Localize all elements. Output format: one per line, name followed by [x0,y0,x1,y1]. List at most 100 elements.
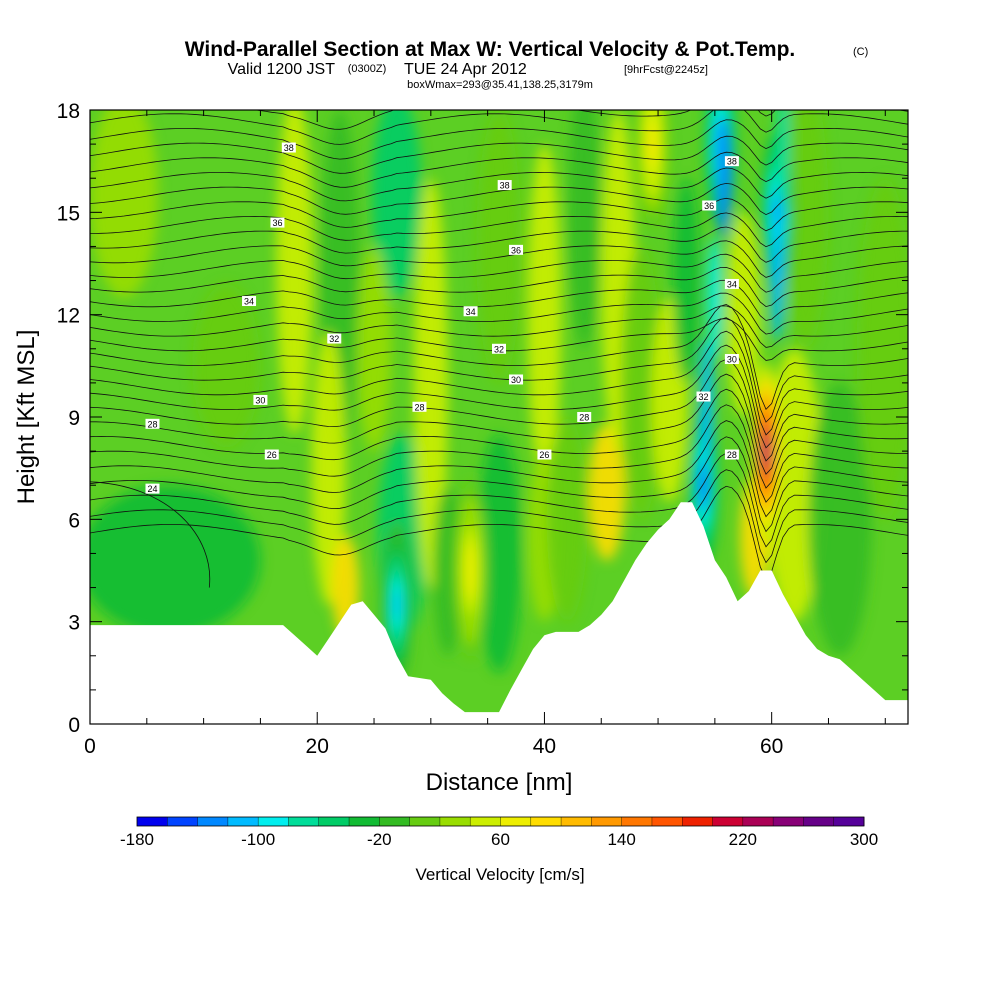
y-tick-label: 3 [68,612,80,635]
svg-text:34: 34 [727,279,737,289]
colorbar-swatch [742,817,774,826]
isentrope-label: 28 [724,449,739,460]
isentrope-label: 26 [537,449,552,460]
colorbar-swatch [349,817,380,826]
colorbar-swatch [500,817,532,826]
colorbar-tick-label: 300 [850,830,878,849]
svg-text:26: 26 [539,450,549,460]
colorbar-title: Vertical Velocity [cm/s] [415,865,584,884]
colorbar-tick-label: -20 [367,830,392,849]
svg-text:32: 32 [329,334,339,344]
svg-text:32: 32 [494,344,504,354]
colorbar-swatch [227,817,259,826]
svg-text:28: 28 [727,450,737,460]
axis-ticks [89,109,908,725]
isentrope-label: 38 [724,156,739,167]
isentrope-label: 36 [702,200,717,211]
colorbar-swatch [439,817,471,826]
svg-text:36: 36 [511,245,521,255]
isentrope-label: 38 [497,180,512,191]
colorbar-tick-label: 220 [729,830,757,849]
colorbar [136,816,865,827]
svg-text:30: 30 [255,395,265,405]
isentrope-label: 34 [463,306,478,317]
isentrope-label: 28 [412,401,427,412]
svg-text:32: 32 [698,392,708,402]
chart-title: Wind-Parallel Section at Max W: Vertical… [185,38,796,61]
colorbar-tick-label: -180 [120,830,154,849]
colorbar-swatch [651,817,683,826]
svg-text:28: 28 [147,419,157,429]
colorbar-swatch [773,817,804,826]
x-tick-labels: 0 20 40 60 [84,735,783,758]
isentrope-label: 32 [696,391,711,402]
colorbar-swatch [409,817,441,826]
isentrope-label: 30 [724,354,739,365]
colorbar-swatch [682,817,714,826]
isentrope-labels: 24 26 26 28 28 28 28 30 30 30 32 32 32 34 34 34 36 36 36 38… [145,142,739,494]
svg-text:34: 34 [244,297,254,307]
colorbar-swatch [288,817,320,826]
y-tick-label: 15 [57,202,80,225]
isentrope-label: 36 [509,244,524,255]
colorbar-swatch [318,817,350,826]
isentrope-label: 38 [281,142,296,153]
isentrope-label: 32 [327,333,342,344]
valid-time: Valid 1200 JST [228,61,336,78]
svg-text:28: 28 [414,402,424,412]
isentrope-label: 32 [492,343,506,354]
svg-text:30: 30 [727,355,737,365]
colorbar-tick-label: -100 [241,830,275,849]
svg-text:38: 38 [284,143,294,153]
isentrope-label: 34 [724,278,739,289]
svg-text:24: 24 [147,484,157,494]
y-tick-label: 18 [57,100,80,123]
forecast-info: [9hrFcst@2245z] [624,64,708,76]
x-tick-label: 0 [84,735,96,758]
isentrope-label: 26 [264,449,279,460]
colorbar-swatch [137,817,168,826]
valid-date: TUE 24 Apr 2012 [404,61,527,78]
y-tick-labels: 0 3 6 9 12 15 18 [57,100,80,737]
colorbar-swatch [591,817,623,826]
svg-text:30: 30 [511,375,521,385]
isentrope-label: 24 [145,483,160,494]
isentrope-label: 30 [509,374,524,385]
isentrope-lines [90,110,908,588]
colorbar-tick-label: 60 [491,830,510,849]
utc-time: (0300Z) [348,63,387,75]
x-tick-label: 60 [760,735,783,758]
colorbar-tick-labels: -180 -100 -20 60 140 220 300 [120,830,878,849]
svg-text:28: 28 [579,413,589,423]
svg-text:36: 36 [704,201,714,211]
isentrope-label: 28 [577,412,592,423]
colorbar-swatch [803,817,835,826]
isentrope-label: 30 [253,394,268,405]
y-tick-label: 12 [57,305,80,328]
svg-text:26: 26 [267,450,277,460]
isentrope-label: 28 [145,418,160,429]
box-wmax-info: boxWmax=293@35.41,138.25,3179m [407,79,593,91]
x-tick-label: 40 [533,735,556,758]
x-axis-label: Distance [nm] [426,769,573,796]
isentrope-label: 36 [270,217,285,228]
copyright-mark: (C) [853,46,868,58]
y-axis-label: Height [Kft MSL] [13,330,40,505]
colorbar-swatch [470,817,501,826]
svg-text:34: 34 [466,307,476,317]
colorbar-swatch [833,817,865,826]
colorbar-swatch [530,817,562,826]
svg-text:38: 38 [727,157,737,167]
colorbar-swatch [258,817,289,826]
svg-text:36: 36 [272,218,282,228]
colorbar-swatch [197,817,229,826]
terrain-mask [90,502,908,724]
colorbar-swatch [712,817,744,826]
y-tick-label: 9 [68,407,80,430]
colorbar-swatch [167,817,199,826]
colorbar-swatch [621,817,653,826]
colorbar-swatch [379,817,411,826]
y-tick-label: 6 [68,509,80,532]
colorbar-swatch [561,817,592,826]
